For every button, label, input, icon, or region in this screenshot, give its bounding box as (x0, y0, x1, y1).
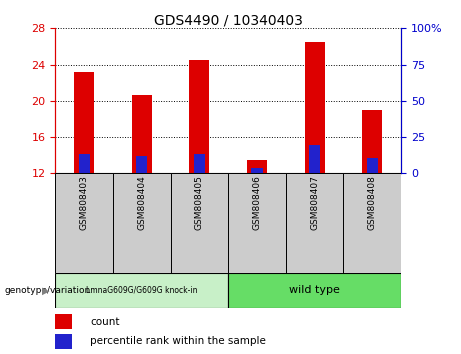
Bar (343, 173, 401, 273)
Title: GDS4490 / 10340403: GDS4490 / 10340403 (154, 13, 302, 27)
Bar (305, 42, 325, 173)
Text: genotype/variation: genotype/variation (5, 286, 91, 295)
Bar (55, 314, 72, 329)
Bar (194, 154, 205, 173)
Bar (228, 173, 286, 273)
Text: GSM808408: GSM808408 (368, 176, 377, 230)
Text: GSM808403: GSM808403 (80, 176, 89, 230)
Bar (132, 96, 152, 173)
Bar (366, 158, 378, 173)
Bar (228, 273, 401, 308)
Bar (286, 173, 343, 273)
Text: percentile rank within the sample: percentile rank within the sample (90, 336, 266, 346)
Text: GSM808406: GSM808406 (253, 176, 261, 230)
Text: ▶: ▶ (42, 285, 50, 295)
Text: GSM808404: GSM808404 (137, 176, 146, 230)
Bar (55, 273, 228, 308)
Bar (189, 60, 209, 173)
Bar (55, 334, 72, 348)
Bar (171, 173, 228, 273)
Bar (247, 160, 267, 173)
Bar (74, 72, 94, 173)
Text: GSM808405: GSM808405 (195, 176, 204, 230)
Bar (362, 110, 382, 173)
Text: GSM808407: GSM808407 (310, 176, 319, 230)
Text: count: count (90, 316, 119, 327)
Text: LmnaG609G/G609G knock-in: LmnaG609G/G609G knock-in (86, 286, 197, 295)
Bar (309, 145, 320, 173)
Bar (136, 156, 148, 173)
Bar (113, 173, 171, 273)
Bar (78, 154, 90, 173)
Text: wild type: wild type (289, 285, 340, 295)
Bar (251, 168, 263, 173)
Bar (55, 173, 113, 273)
